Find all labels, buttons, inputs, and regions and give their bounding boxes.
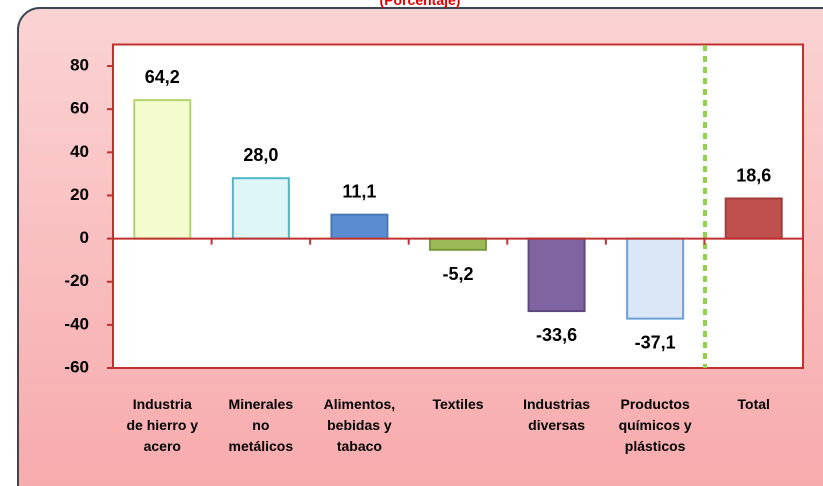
y-tick-label: -60 (64, 357, 89, 376)
y-tick-label: 80 (70, 56, 89, 75)
x-tick-label: Textiles (432, 396, 483, 412)
value-label: -37,1 (635, 333, 676, 353)
y-tick-label: 60 (70, 99, 89, 118)
bar (133, 99, 192, 240)
y-tick-label: 40 (70, 142, 89, 161)
x-tick-label: Minerales no metálicos (229, 396, 294, 454)
value-label: -33,6 (536, 325, 577, 345)
y-tick-label: -40 (64, 314, 89, 333)
y-tick-label: -20 (64, 271, 89, 290)
chart-subtitle: (Porcentaje) (380, 0, 461, 8)
bar (626, 237, 685, 320)
value-label: 28,0 (243, 145, 278, 165)
bar (527, 237, 586, 313)
value-label: 64,2 (145, 67, 180, 87)
bar (231, 177, 290, 240)
y-tick-label: 0 (80, 228, 89, 247)
value-label: -5,2 (442, 264, 473, 284)
x-tick-label: Alimentos, bebidas y tabaco (324, 396, 396, 454)
x-tick-label: Total (738, 396, 770, 412)
plot-area (112, 43, 804, 369)
x-tick-label: Productos químicos y plásticos (619, 396, 692, 454)
bar (429, 237, 487, 251)
value-label: 18,6 (736, 165, 771, 185)
bar (724, 197, 783, 240)
value-label: 11,1 (342, 182, 376, 202)
x-tick-label: Industrias diversas (523, 396, 590, 433)
y-tick-label: 20 (70, 185, 89, 204)
x-tick-label: Industria de hierro y acero (126, 396, 198, 454)
bar (330, 213, 389, 240)
